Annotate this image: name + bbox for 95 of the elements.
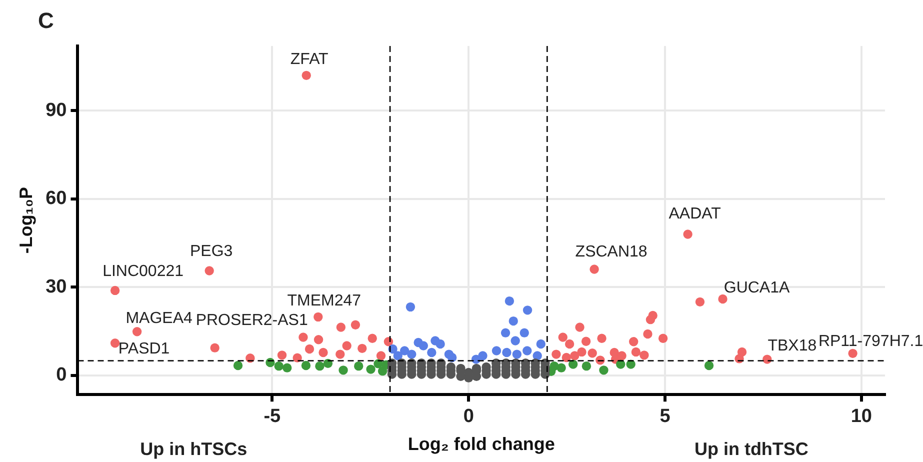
point <box>110 338 120 348</box>
point <box>848 348 858 358</box>
point <box>407 350 416 359</box>
annotation: TBX18 <box>768 338 817 355</box>
point <box>204 266 214 276</box>
point <box>336 322 346 332</box>
point <box>643 329 652 339</box>
point <box>301 360 311 370</box>
x-axis-title: Log₂ fold change <box>408 434 555 454</box>
point <box>577 347 586 357</box>
point <box>418 341 428 350</box>
text: C <box>38 8 54 34</box>
point <box>512 350 522 359</box>
point <box>564 339 574 349</box>
point <box>522 346 532 356</box>
point <box>597 334 606 344</box>
point <box>695 297 705 307</box>
point <box>588 348 597 358</box>
annotation: PASD1 <box>118 340 170 358</box>
point <box>110 286 120 296</box>
x-tick-label: 5 <box>660 406 671 428</box>
y-tick-label: 0 <box>56 364 67 386</box>
point <box>552 350 561 359</box>
x-tick-label: -5 <box>264 406 282 428</box>
point <box>510 336 520 346</box>
x-tick-label: 10 <box>850 406 872 428</box>
point <box>368 334 377 344</box>
annotation: GUCA1A <box>724 279 790 296</box>
point <box>683 230 692 239</box>
point <box>718 294 728 304</box>
point <box>314 334 324 344</box>
point <box>393 351 402 360</box>
text: Up in hTSCs <box>140 438 248 459</box>
point <box>318 348 328 358</box>
annotation: LINC00221 <box>102 262 184 280</box>
point <box>427 348 436 358</box>
annotation: ZSCAN18 <box>575 244 648 261</box>
point <box>210 343 220 352</box>
point <box>302 70 311 80</box>
x-tick-label: 0 <box>463 406 474 428</box>
point <box>350 320 360 330</box>
point <box>274 361 284 371</box>
point <box>315 361 324 371</box>
point <box>582 361 592 371</box>
point <box>562 352 572 362</box>
y-tick-label: 30 <box>46 276 67 298</box>
point <box>282 363 292 372</box>
point <box>406 302 416 312</box>
point <box>631 347 641 357</box>
point <box>640 350 649 360</box>
point <box>704 360 714 370</box>
point <box>558 332 568 342</box>
y-axis-title: -Log₁₀P <box>16 187 36 254</box>
point <box>500 328 510 338</box>
annotation: ZFAT <box>290 50 329 68</box>
point <box>599 366 608 375</box>
point <box>508 316 518 326</box>
point <box>570 351 580 360</box>
point <box>336 350 345 359</box>
point <box>338 366 348 375</box>
point <box>646 314 656 324</box>
point <box>298 332 308 342</box>
annotation: TMEM247 <box>287 292 362 310</box>
point <box>233 360 243 370</box>
y-tick-label: 90 <box>46 100 67 121</box>
point <box>492 346 502 356</box>
point <box>658 334 668 344</box>
point <box>436 339 445 349</box>
point <box>366 364 376 374</box>
annotation: MAGEA4 <box>126 310 192 328</box>
point <box>354 361 364 371</box>
point <box>520 328 529 338</box>
point <box>536 339 546 349</box>
annotation: RP11-797H7.1 <box>818 332 923 350</box>
point <box>522 306 532 315</box>
text: Up in tdhTSC <box>694 438 808 459</box>
point <box>502 348 512 358</box>
point <box>504 296 514 306</box>
annotation: AADAT <box>668 206 722 223</box>
point <box>314 312 323 322</box>
point <box>581 336 591 346</box>
annotation: PROSER2-AS1 <box>196 312 308 330</box>
point <box>132 327 142 336</box>
point <box>628 337 638 346</box>
point <box>358 344 367 354</box>
point <box>590 264 599 274</box>
point <box>304 344 314 354</box>
point <box>376 351 386 360</box>
y-tick-label: 60 <box>46 188 67 210</box>
point <box>532 351 542 360</box>
point <box>575 322 584 332</box>
point <box>568 360 578 369</box>
annotation: PEG3 <box>190 243 233 260</box>
point <box>277 350 287 360</box>
point <box>342 341 352 350</box>
